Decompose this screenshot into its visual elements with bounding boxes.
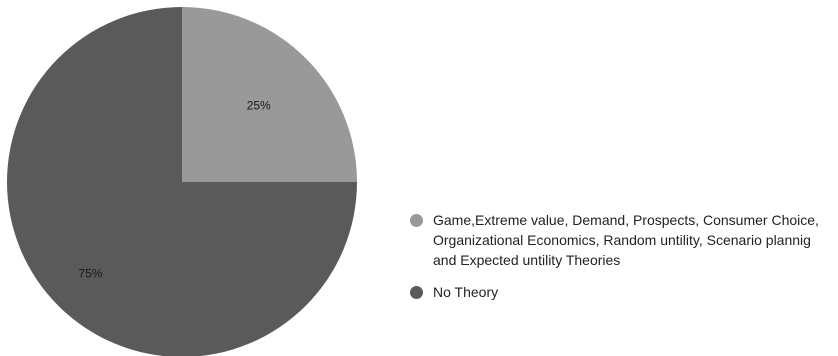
legend-item-theories: Game,Extreme value, Demand, Prospects, C… [410,210,830,270]
legend: Game,Extreme value, Demand, Prospects, C… [410,210,830,314]
data-label-theories: 25% [247,98,271,112]
legend-marker-no-theory [410,286,423,299]
pie-chart: 25% 75% [7,7,357,356]
legend-item-no-theory: No Theory [410,282,830,302]
legend-label-theories: Game,Extreme value, Demand, Prospects, C… [433,212,819,268]
slice-theories [182,7,357,182]
legend-marker-theories [410,214,423,227]
legend-label-no-theory: No Theory [433,284,499,300]
slice-no-theory [7,7,357,356]
data-label-no-theory: 75% [78,267,102,281]
